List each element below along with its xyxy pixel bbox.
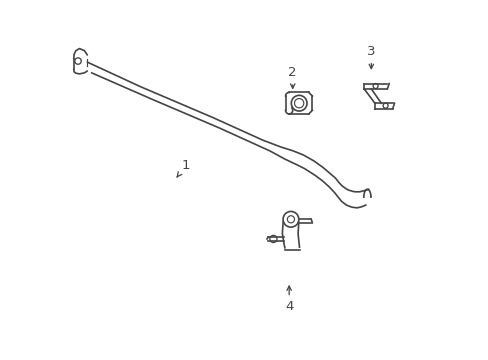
Text: 2: 2: [288, 66, 296, 88]
Text: 4: 4: [285, 286, 293, 313]
Text: 3: 3: [366, 45, 375, 69]
Text: 1: 1: [177, 159, 189, 177]
